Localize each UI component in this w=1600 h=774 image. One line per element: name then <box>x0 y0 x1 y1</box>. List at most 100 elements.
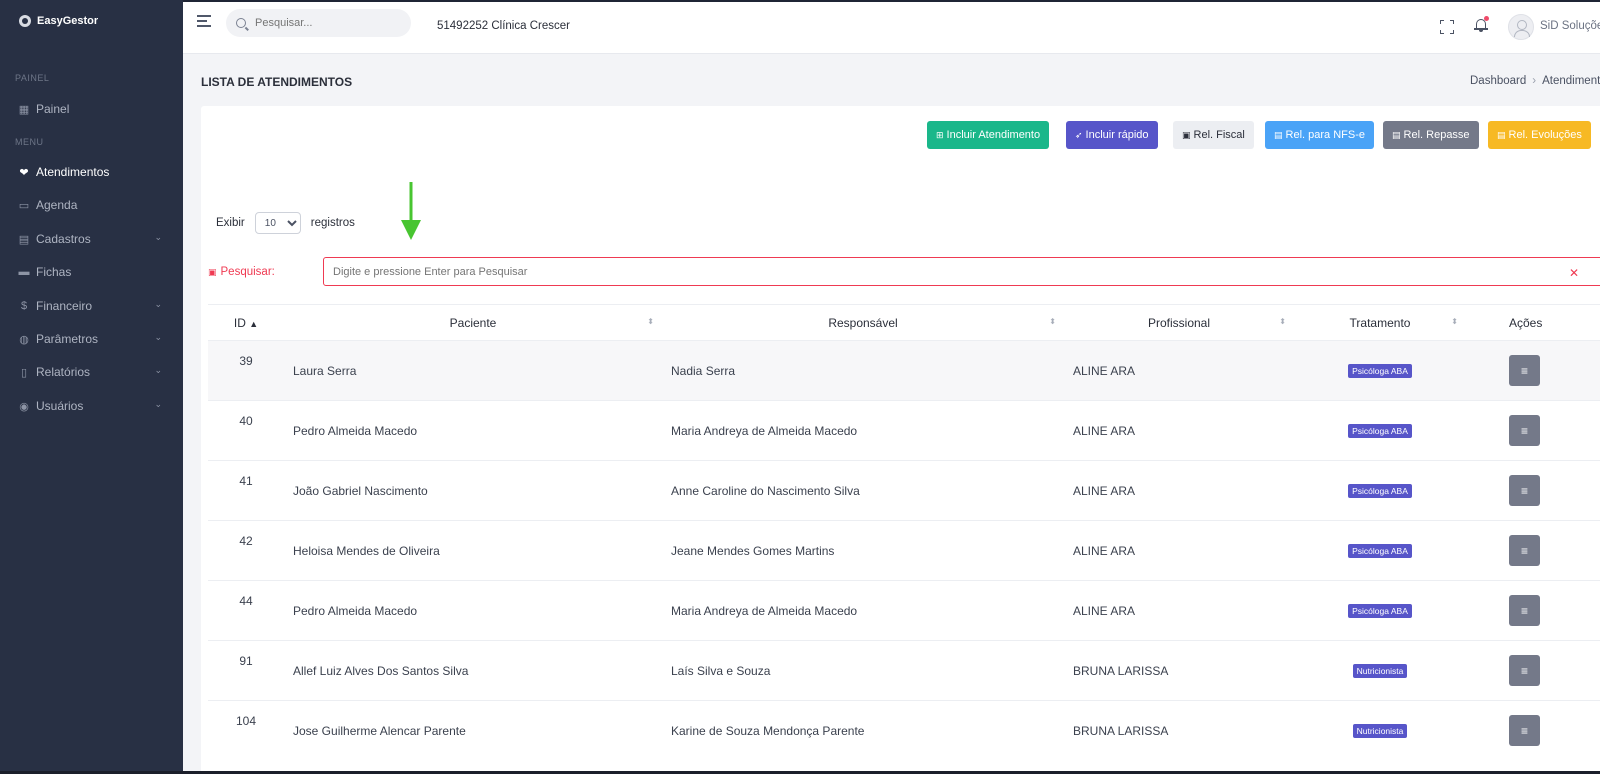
sidebar-item-label: Agenda <box>36 198 78 212</box>
book-icon: ▬ <box>18 266 30 278</box>
globe-icon: ◍ <box>19 333 29 346</box>
cell-id: 41 <box>208 460 284 521</box>
page-length-prefix: Exibir <box>216 217 245 229</box>
sidebar-item-parametros[interactable]: ◍ Parâmetros ⌄ <box>18 329 168 349</box>
app-logo[interactable]: EasyGestor <box>19 15 98 27</box>
treatment-badge: Nutricionista <box>1352 664 1408 678</box>
table-row[interactable]: 42 Heloisa Mendes de Oliveira Jeane Mendes… <box>208 520 1600 581</box>
cell-acoes: ≡ <box>1466 520 1600 581</box>
col-acoes: Ações <box>1466 304 1600 341</box>
user-avatar[interactable] <box>1508 14 1534 40</box>
breadcrumb-current: Atendimentos <box>1542 75 1600 87</box>
page-length-suffix: registros <box>310 217 355 229</box>
row-actions-button[interactable]: ≡ <box>1509 535 1540 566</box>
row-actions-button[interactable]: ≡ <box>1509 595 1540 626</box>
row-actions-button[interactable]: ≡ <box>1509 475 1540 506</box>
dashboard-icon: ▦ <box>18 103 30 116</box>
menu-lines-icon: ≡ <box>1520 483 1528 498</box>
table-search[interactable] <box>323 257 1600 286</box>
attendances-table: ID ▲ Paciente ⬍ Responsável ⬍ Profissional… <box>208 304 1600 761</box>
cell-tratamento: Psicóloga ABA <box>1294 340 1466 401</box>
pdf-icon: ▣ <box>1182 129 1191 140</box>
cell-responsavel: Maria Andreya de Almeida Macedo <box>662 400 1064 461</box>
table-row[interactable]: 104 Jose Guilherme Alencar Parente Karine … <box>208 700 1600 761</box>
chevron-down-icon: ⌄ <box>154 332 162 342</box>
cell-responsavel: Maria Andreya de Almeida Macedo <box>662 580 1064 641</box>
file-icon: ▤ <box>1392 129 1401 140</box>
app-name: EasyGestor <box>37 15 99 27</box>
cell-paciente: Laura Serra <box>284 340 662 401</box>
cell-paciente: Jose Guilherme Alencar Parente <box>284 700 662 761</box>
toolbar-button-1[interactable]: ⊞ Incluir Atendimento <box>927 121 1050 149</box>
user-name[interactable]: SiD Soluções <box>1540 20 1600 32</box>
sort-icon: ⬍ <box>1451 317 1458 326</box>
row-actions-button[interactable]: ≡ <box>1509 715 1540 747</box>
page-title: LISTA DE ATENDIMENTOS <box>201 75 353 89</box>
cell-profissional: ALINE ARA <box>1064 400 1294 461</box>
clear-search-icon[interactable]: ✕ <box>1569 266 1580 280</box>
cell-acoes: ≡ <box>1466 340 1600 401</box>
sidebar-item-label: Financeiro <box>36 299 93 313</box>
table-row[interactable]: 40 Pedro Almeida Macedo Maria Andreya de A… <box>208 400 1600 461</box>
col-id[interactable]: ID ▲ <box>208 304 284 341</box>
table-row[interactable]: 91 Allef Luiz Alves Dos Santos Silva Laís … <box>208 640 1600 701</box>
sidebar-item-agenda[interactable]: ▭ Agenda <box>18 195 168 215</box>
toolbar-button-3[interactable]: ▣ Rel. Fiscal <box>1173 121 1254 149</box>
notification-bell-icon[interactable] <box>1473 16 1489 34</box>
menu-lines-icon: ≡ <box>1520 663 1528 678</box>
sidebar-item-usuarios[interactable]: ◉ Usuários ⌄ <box>18 396 168 416</box>
section-title-menu: MENU <box>15 137 44 147</box>
cell-acoes: ≡ <box>1466 400 1600 461</box>
cell-paciente: Pedro Almeida Macedo <box>284 400 662 461</box>
page-length-select[interactable]: 10 <box>254 212 301 234</box>
menu-lines-icon: ≡ <box>1520 363 1528 378</box>
cell-responsavel: Nadia Serra <box>662 340 1064 401</box>
cell-id: 40 <box>208 400 284 461</box>
table-search-input[interactable] <box>324 258 1600 285</box>
col-responsavel[interactable]: Responsável ⬍ <box>662 304 1064 341</box>
cell-tratamento: Psicóloga ABA <box>1294 400 1466 461</box>
toolbar-button-5[interactable]: ▤ Rel. Repasse <box>1383 121 1479 149</box>
top-search-input[interactable] <box>255 17 395 29</box>
table-row[interactable]: 39 Laura Serra Nadia Serra ALINE ARA Psicólo… <box>208 340 1600 401</box>
row-actions-button[interactable]: ≡ <box>1509 655 1540 686</box>
sidebar-item-financeiro[interactable]: $ Financeiro ⌄ <box>18 296 168 316</box>
toolbar-button-label: Rel. Repasse <box>1403 129 1470 141</box>
cell-profissional: ALINE ARA <box>1064 580 1294 641</box>
main-content: 51492252 Clínica Crescer SiD Soluções LI… <box>183 2 1600 772</box>
table-row[interactable]: 44 Pedro Almeida Macedo Maria Andreya de A… <box>208 580 1600 641</box>
table-row[interactable]: 41 João Gabriel Nascimento Anne Caroline d… <box>208 460 1600 521</box>
top-search[interactable] <box>226 9 411 37</box>
sort-icon: ⬍ <box>647 317 654 326</box>
sidebar-item-label: Painel <box>36 102 70 116</box>
sidebar-item-fichas[interactable]: ▬ Fichas <box>18 262 168 282</box>
cell-paciente: Allef Luiz Alves Dos Santos Silva <box>284 640 662 701</box>
sidebar-item-cadastros[interactable]: ▤ Cadastros ⌄ <box>18 229 168 249</box>
cell-profissional: ALINE ARA <box>1064 520 1294 581</box>
bottom-border <box>0 771 1600 774</box>
menu-toggle-icon[interactable] <box>197 15 211 29</box>
toolbar-button-4[interactable]: ▤ Rel. para NFS-e <box>1265 121 1374 149</box>
notification-dot <box>1484 16 1489 21</box>
breadcrumb-dashboard[interactable]: Dashboard <box>1470 75 1527 87</box>
fullscreen-icon[interactable] <box>1440 20 1454 34</box>
file-icon: ▤ <box>1274 129 1283 140</box>
sidebar-item-painel[interactable]: ▦ Painel <box>18 99 168 119</box>
cell-profissional: ALINE ARA <box>1064 340 1294 401</box>
row-actions-button[interactable]: ≡ <box>1509 415 1540 446</box>
toolbar-button-6[interactable]: ▤ Rel. Evoluções <box>1488 121 1591 149</box>
sidebar-item-atendimentos[interactable]: ❤ Atendimentos <box>18 162 168 182</box>
cell-acoes: ≡ <box>1466 640 1600 701</box>
row-actions-button[interactable]: ≡ <box>1509 355 1540 386</box>
cell-tratamento: Psicóloga ABA <box>1294 580 1466 641</box>
toolbar-button-2[interactable]: ➶ Incluir rápido <box>1066 121 1158 149</box>
chevron-down-icon: ⌄ <box>154 399 162 409</box>
sort-asc-icon: ▲ <box>249 318 259 329</box>
page-length: Exibir 10 registros <box>216 212 355 234</box>
col-profissional[interactable]: Profissional ⬍ <box>1064 304 1294 341</box>
col-tratamento[interactable]: Tratamento ⬍ <box>1294 304 1466 341</box>
sidebar-item-relatorios[interactable]: ▯ Relatórios ⌄ <box>18 362 168 382</box>
col-paciente[interactable]: Paciente ⬍ <box>284 304 662 341</box>
sidebar: EasyGestor PAINEL MENU ▦ Painel ❤ Atendimen… <box>0 0 183 774</box>
treatment-badge: Psicóloga ABA <box>1348 424 1412 438</box>
